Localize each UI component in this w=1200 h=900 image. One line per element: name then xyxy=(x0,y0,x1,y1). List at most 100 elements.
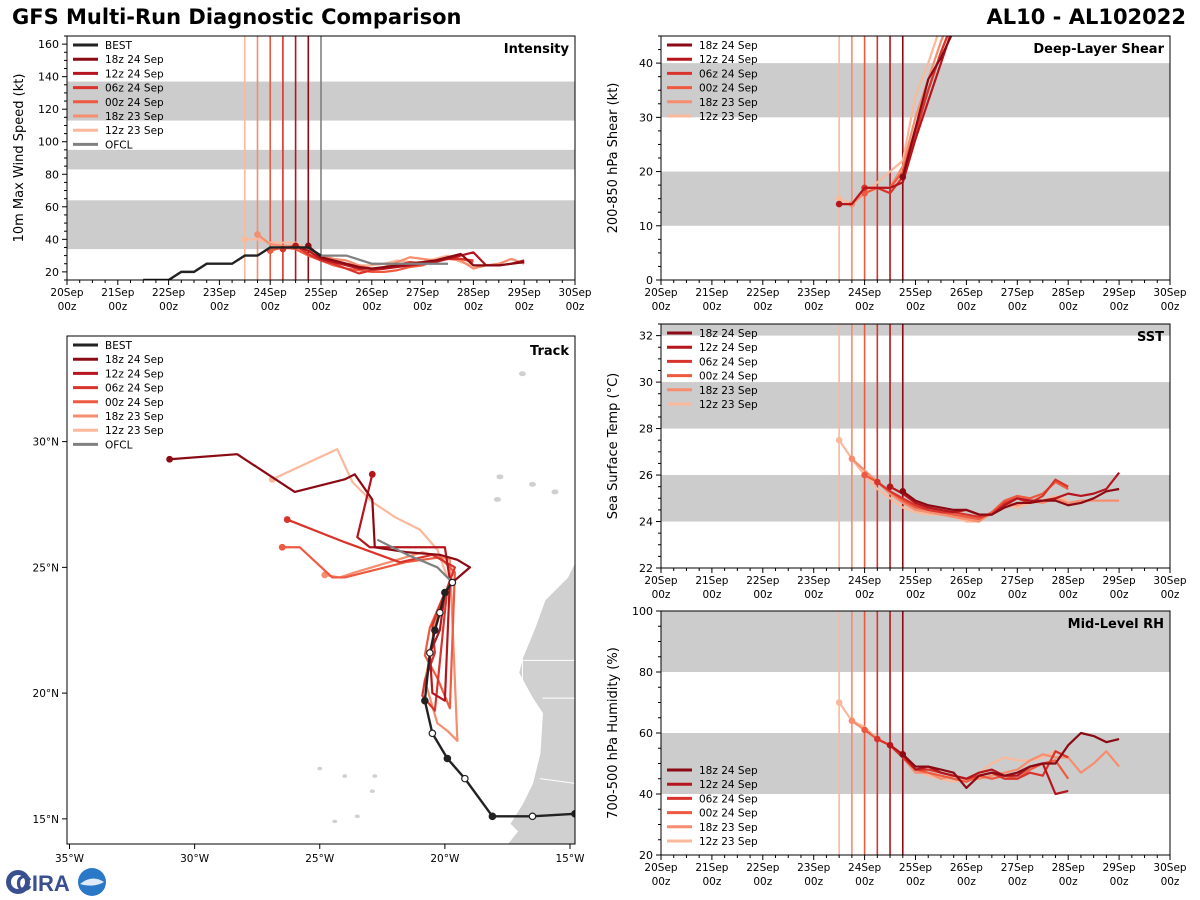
shaded-band xyxy=(661,382,1170,429)
x-tick-label: 00z xyxy=(957,301,976,313)
x-tick-label: 22Sep xyxy=(152,287,185,299)
track-line xyxy=(282,546,456,710)
series-start-marker xyxy=(848,717,856,725)
island xyxy=(317,766,323,771)
x-tick-label: 23Sep xyxy=(797,862,830,874)
x-tick-label: 00z xyxy=(1008,589,1027,601)
x-tick-label: 25Sep xyxy=(304,287,337,299)
legend-label: OFCL xyxy=(105,439,133,451)
x-tick-label: 29Sep xyxy=(508,287,541,299)
x-tick-label: 00z xyxy=(652,876,671,888)
shaded-band xyxy=(661,733,1170,794)
x-tick-label: 26Sep xyxy=(950,575,983,587)
x-tick-label: 00z xyxy=(1161,876,1180,888)
x-tick-label: 24Sep xyxy=(848,287,881,299)
island xyxy=(342,774,348,778)
series-start-marker xyxy=(861,471,868,479)
x-tick-label: 15°W xyxy=(555,853,585,865)
legend: 18z 24 Sep 12z 24 Sep 06z 24 Sep 00z 24 Sep… xyxy=(667,765,758,848)
y-tick-label: 10 xyxy=(639,220,653,233)
legend-label: 18z 24 Sep xyxy=(699,765,758,777)
x-tick-label: 26Sep xyxy=(355,287,388,299)
x-tick-label: 00z xyxy=(804,589,823,601)
x-tick-label: 00z xyxy=(1059,589,1078,601)
track-line xyxy=(286,518,456,712)
series-start-marker xyxy=(241,236,249,243)
legend-label: 06z 24 Sep xyxy=(699,68,758,80)
island xyxy=(354,814,360,819)
island xyxy=(493,496,501,502)
x-tick-label: 22Sep xyxy=(746,287,779,299)
logo-text: CIRA xyxy=(16,871,70,896)
x-tick-label: 21Sep xyxy=(695,862,728,874)
island xyxy=(528,481,536,487)
x-tick-label: 00z xyxy=(906,589,925,601)
best-track-marker xyxy=(428,729,437,738)
x-tick-label: 00z xyxy=(906,876,925,888)
x-tick-label: 00z xyxy=(652,589,671,601)
x-tick-label: 00z xyxy=(652,301,671,313)
y-tick-label: 140 xyxy=(38,71,59,84)
legend: 18z 24 Sep 12z 24 Sep 06z 24 Sep 00z 24 Sep… xyxy=(667,328,758,411)
shaded-band xyxy=(661,63,1170,118)
y-tick-label: 40 xyxy=(639,788,653,801)
y-tick-label: 20 xyxy=(45,266,59,279)
series-line xyxy=(889,472,1120,516)
series-start-marker xyxy=(861,726,868,734)
country-border xyxy=(539,778,575,784)
cira-logo: CIRA xyxy=(6,868,106,896)
x-tick-label: 20Sep xyxy=(644,575,677,587)
intensity-title: Intensity xyxy=(504,42,570,57)
x-tick-label: 23Sep xyxy=(797,287,830,299)
x-tick-label: 26Sep xyxy=(950,287,983,299)
x-tick-label: 20Sep xyxy=(644,287,677,299)
island xyxy=(332,819,338,824)
legend: BEST 18z 24 Sep 12z 24 Sep 06z 24 Sep 00z 24… xyxy=(73,40,164,151)
legend-label: 12z 24 Sep xyxy=(105,368,164,380)
x-tick-label: 00z xyxy=(1161,589,1180,601)
x-tick-label: 26Sep xyxy=(950,862,983,874)
best-track-marker xyxy=(528,812,537,821)
legend-label: 06z 24 Sep xyxy=(699,793,758,805)
x-tick-label: 30Sep xyxy=(1153,287,1186,299)
legend-label: 00z 24 Sep xyxy=(105,397,164,409)
x-tick-label: 35°W xyxy=(55,853,85,865)
x-tick-label: 23Sep xyxy=(203,287,236,299)
y-tick-label: 100 xyxy=(38,136,59,149)
x-tick-label: 00z xyxy=(464,301,483,313)
x-tick-label: 29Sep xyxy=(1103,575,1136,587)
y-tick-label: 60 xyxy=(639,727,653,740)
y-tick-label: 32 xyxy=(639,330,653,343)
series-line xyxy=(839,36,952,206)
legend: 18z 24 Sep 12z 24 Sep 06z 24 Sep 00z 24 Sep… xyxy=(667,40,758,123)
x-tick-label: 00z xyxy=(753,876,772,888)
shaded-band xyxy=(661,475,1170,522)
x-tick-label: 00z xyxy=(159,301,178,313)
best-track-marker xyxy=(488,812,497,821)
track-line xyxy=(356,474,451,702)
shear-title: Deep-Layer Shear xyxy=(1033,42,1164,57)
x-tick-label: 00z xyxy=(957,589,976,601)
rh-plot xyxy=(661,611,1170,855)
track-title: Track xyxy=(530,344,569,359)
y-tick-label: 80 xyxy=(45,168,59,181)
legend-label: 00z 24 Sep xyxy=(699,808,758,820)
x-tick-label: 22Sep xyxy=(746,862,779,874)
series-start-marker xyxy=(874,478,881,486)
best-track-marker xyxy=(461,774,469,783)
x-tick-label: 00z xyxy=(1161,301,1180,313)
series-line xyxy=(864,474,1069,521)
legend-label: 12z 23 Sep xyxy=(699,111,758,123)
y-tick-label: 120 xyxy=(38,103,59,116)
y-tick-label: 60 xyxy=(45,201,59,214)
x-tick-label: 00z xyxy=(702,589,721,601)
y-tick-label: 30 xyxy=(639,376,653,389)
rh-ylabel: 700-500 hPa Humidity (%) xyxy=(606,647,621,819)
legend-label: 12z 23 Sep xyxy=(699,399,758,411)
intensity-plot xyxy=(67,36,575,280)
page-title: GFS Multi-Run Diagnostic Comparison xyxy=(12,5,462,29)
x-tick-label: 29Sep xyxy=(1103,287,1136,299)
y-tick-label: 40 xyxy=(639,57,653,70)
x-tick-label: 00z xyxy=(108,301,127,313)
x-tick-label: 24Sep xyxy=(254,287,287,299)
